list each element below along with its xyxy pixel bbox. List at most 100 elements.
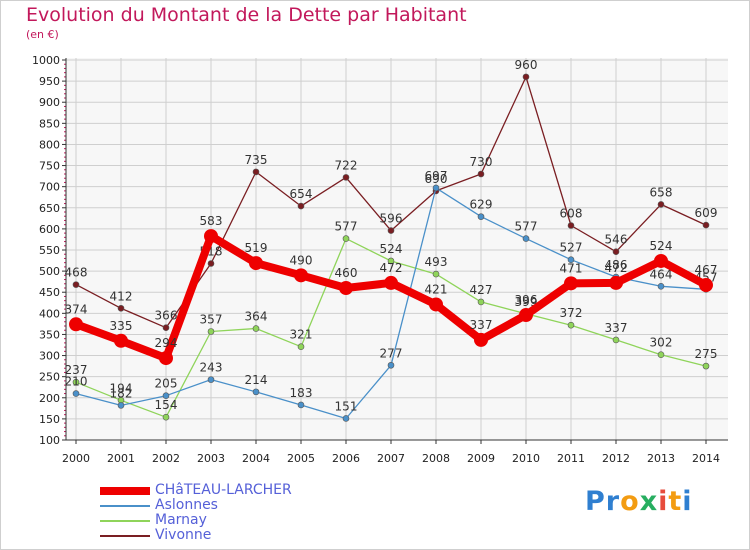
data-point-aslonnes bbox=[432, 184, 440, 192]
data-point-marnay bbox=[387, 257, 395, 265]
legend-swatch-aslonnes bbox=[100, 505, 150, 507]
data-point-marnay bbox=[612, 336, 620, 344]
line-chart: 100 150 200 250 300 350 400 450 500 550 600 650 700 7… bbox=[32, 54, 728, 465]
data-label-vivonne: 366 bbox=[155, 309, 178, 323]
data-point-ch-teau-larcher bbox=[654, 253, 668, 268]
data-point-marnay bbox=[342, 235, 350, 242]
data-label-aslonnes: 486 bbox=[605, 258, 628, 272]
data-point-vivonne bbox=[522, 73, 530, 81]
data-label-ch-teau-larcher: 421 bbox=[425, 282, 448, 296]
y-tick-label: 750 bbox=[39, 160, 60, 173]
chart-subtitle: (en €) bbox=[26, 28, 59, 41]
data-label-vivonne: 609 bbox=[695, 206, 718, 220]
data-point-aslonnes bbox=[522, 235, 530, 242]
data-label-marnay: 399 bbox=[515, 295, 538, 309]
x-tick-label: 2010 bbox=[512, 452, 540, 465]
logo-letter: t bbox=[668, 486, 683, 517]
legend-swatch-marnay bbox=[100, 520, 150, 522]
data-point-marnay bbox=[207, 328, 215, 335]
data-label-ch-teau-larcher: 583 bbox=[200, 214, 223, 228]
legend-label-vivonne: Vivonne bbox=[155, 527, 212, 543]
data-point-vivonne bbox=[72, 281, 80, 288]
x-tick-label: 2005 bbox=[287, 452, 315, 465]
y-tick-label: 550 bbox=[39, 244, 60, 257]
data-label-marnay: 577 bbox=[335, 220, 358, 234]
data-point-vivonne bbox=[567, 222, 575, 229]
data-label-marnay: 321 bbox=[290, 328, 313, 342]
data-label-marnay: 337 bbox=[605, 321, 628, 335]
data-point-vivonne bbox=[342, 174, 350, 181]
legend-label-chateau-larcher: CHâTEAU-LARCHER bbox=[155, 482, 292, 498]
x-tick-label: 2001 bbox=[107, 452, 135, 465]
data-label-aslonnes: 629 bbox=[470, 198, 493, 212]
legend-label-aslonnes: Aslonnes bbox=[155, 497, 218, 513]
data-point-vivonne bbox=[207, 260, 215, 267]
data-label-aslonnes: 527 bbox=[560, 241, 583, 255]
data-label-vivonne: 546 bbox=[605, 233, 628, 247]
data-label-ch-teau-larcher: 471 bbox=[560, 261, 583, 275]
data-point-aslonnes bbox=[117, 402, 125, 409]
data-point-marnay bbox=[567, 321, 575, 329]
data-point-marnay bbox=[252, 325, 260, 332]
data-point-vivonne bbox=[702, 221, 710, 229]
y-tick-label: 950 bbox=[39, 75, 60, 88]
data-label-vivonne: 735 bbox=[245, 153, 268, 167]
data-point-ch-teau-larcher bbox=[249, 256, 263, 271]
y-tick-label: 150 bbox=[39, 413, 60, 426]
y-tick-label: 700 bbox=[39, 181, 60, 194]
data-point-ch-teau-larcher bbox=[564, 276, 578, 291]
data-point-vivonne bbox=[657, 201, 665, 208]
data-point-aslonnes bbox=[387, 361, 395, 369]
data-label-ch-teau-larcher: 460 bbox=[335, 266, 358, 280]
data-label-ch-teau-larcher: 519 bbox=[245, 241, 268, 255]
data-point-vivonne bbox=[387, 227, 395, 234]
data-label-aslonnes: 277 bbox=[380, 346, 403, 360]
logo-letter: o bbox=[620, 486, 640, 517]
data-label-marnay: 275 bbox=[695, 347, 718, 361]
data-label-ch-teau-larcher: 472 bbox=[605, 261, 628, 275]
data-point-marnay bbox=[162, 413, 170, 421]
data-point-ch-teau-larcher bbox=[204, 229, 218, 244]
data-label-vivonne: 658 bbox=[650, 185, 673, 199]
y-tick-label: 800 bbox=[39, 138, 60, 151]
y-tick-label: 500 bbox=[39, 265, 60, 278]
data-point-vivonne bbox=[117, 304, 125, 312]
data-point-ch-teau-larcher bbox=[384, 275, 398, 290]
data-point-ch-teau-larcher bbox=[114, 333, 128, 348]
data-label-ch-teau-larcher: 490 bbox=[290, 253, 313, 267]
data-point-aslonnes bbox=[252, 388, 260, 396]
data-point-marnay bbox=[657, 351, 665, 359]
data-point-ch-teau-larcher bbox=[699, 278, 713, 293]
logo-letter: i bbox=[658, 486, 669, 517]
data-point-vivonne bbox=[477, 170, 485, 178]
data-label-aslonnes: 214 bbox=[245, 373, 268, 387]
data-point-aslonnes bbox=[72, 390, 80, 397]
data-point-ch-teau-larcher bbox=[339, 281, 353, 295]
data-label-vivonne: 730 bbox=[470, 155, 493, 169]
data-label-ch-teau-larcher: 294 bbox=[155, 336, 178, 350]
x-tick-label: 2000 bbox=[62, 452, 90, 465]
data-point-ch-teau-larcher bbox=[474, 332, 488, 347]
data-point-marnay bbox=[702, 362, 710, 370]
data-label-ch-teau-larcher: 337 bbox=[470, 318, 493, 332]
data-label-marnay: 154 bbox=[155, 398, 178, 412]
chart-title: Evolution du Montant de la Dette par Hab… bbox=[26, 4, 467, 26]
legend-swatch-chateau-larcher bbox=[100, 487, 150, 495]
data-label-marnay: 357 bbox=[200, 312, 223, 326]
data-point-marnay bbox=[297, 343, 305, 350]
data-label-marnay: 194 bbox=[110, 381, 133, 395]
y-tick-label: 350 bbox=[39, 328, 60, 341]
data-label-ch-teau-larcher: 472 bbox=[380, 261, 403, 275]
data-label-aslonnes: 210 bbox=[65, 375, 88, 389]
y-tick-label: 850 bbox=[39, 117, 60, 130]
data-point-aslonnes bbox=[657, 283, 665, 290]
y-tick-label: 400 bbox=[39, 307, 60, 320]
x-tick-label: 2013 bbox=[647, 452, 675, 465]
data-point-ch-teau-larcher bbox=[159, 351, 173, 366]
y-tick-label: 900 bbox=[39, 96, 60, 109]
data-label-vivonne: 468 bbox=[65, 266, 88, 280]
logo-letter: x bbox=[639, 486, 659, 517]
data-label-aslonnes: 243 bbox=[200, 361, 223, 375]
y-tick-label: 600 bbox=[39, 223, 60, 236]
data-label-aslonnes: 183 bbox=[290, 386, 313, 400]
